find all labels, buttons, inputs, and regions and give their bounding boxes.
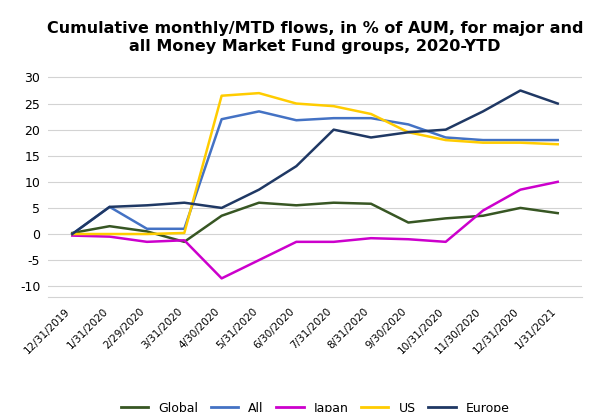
Japan [68,233,76,238]
All [181,226,188,231]
Europe [517,88,524,93]
All [479,138,487,143]
Japan [293,239,300,244]
Europe [442,127,449,132]
Global [68,230,76,235]
Line: All: All [72,111,558,234]
US [181,230,188,235]
Japan [143,239,151,244]
US [367,112,374,117]
All [330,116,337,121]
Line: Japan: Japan [72,182,558,279]
Japan [554,179,562,184]
Europe [106,204,113,209]
Line: US: US [72,93,558,234]
Japan [218,276,225,281]
Global [143,229,151,234]
Line: Global: Global [72,203,558,242]
Global [554,211,562,215]
US [218,93,225,98]
US [517,140,524,145]
All [218,117,225,122]
All [367,116,374,121]
Europe [330,127,337,132]
Global [517,206,524,211]
Europe [405,130,412,135]
Japan [106,234,113,239]
Global [256,200,263,205]
Global [479,213,487,218]
Japan [330,239,337,244]
Global [405,220,412,225]
US [143,232,151,236]
US [405,130,412,135]
Global [330,200,337,205]
US [442,138,449,143]
Title: Cumulative monthly/MTD flows, in % of AUM, for major and
all Money Market Fund g: Cumulative monthly/MTD flows, in % of AU… [47,21,583,54]
Japan [367,236,374,241]
Japan [405,237,412,242]
Europe [256,187,263,192]
Japan [256,258,263,262]
Global [367,201,374,206]
Global [218,213,225,218]
All [68,232,76,236]
Europe [68,232,76,236]
Global [106,224,113,229]
US [293,101,300,106]
All [517,138,524,143]
US [256,91,263,96]
Global [181,239,188,244]
All [293,118,300,123]
Japan [517,187,524,192]
US [106,232,113,236]
All [554,138,562,143]
All [442,135,449,140]
Line: Europe: Europe [72,91,558,234]
Europe [143,203,151,208]
Europe [293,164,300,169]
US [68,232,76,236]
Europe [554,101,562,106]
Europe [181,200,188,205]
All [405,122,412,127]
All [256,109,263,114]
Europe [218,206,225,211]
US [330,104,337,109]
Japan [479,208,487,213]
Europe [367,135,374,140]
US [554,142,562,147]
Japan [442,239,449,244]
Global [293,203,300,208]
Japan [181,238,188,243]
Global [442,216,449,221]
Europe [479,109,487,114]
US [479,140,487,145]
All [106,204,113,209]
All [143,226,151,231]
Legend: Global, All, Japan, US, Europe: Global, All, Japan, US, Europe [116,397,514,412]
